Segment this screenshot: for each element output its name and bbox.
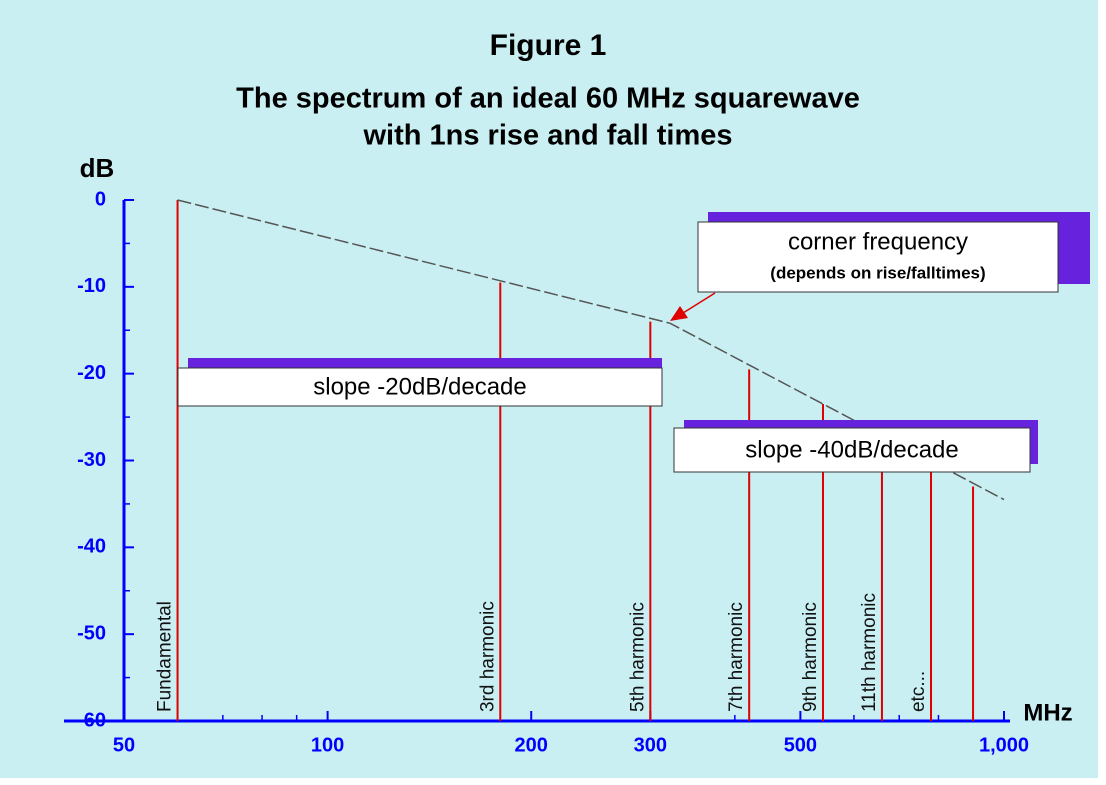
annotation-box <box>673 427 1031 473</box>
arrow-head <box>670 306 688 321</box>
x-tick-label: 200 <box>515 734 548 756</box>
annotation: slope -40dB/decade <box>745 436 959 463</box>
harmonic-label: 3rd harmonic <box>477 601 498 712</box>
plot: 0 -10 -20 -30 -40 -50 -60 50 100 200 300 500 1,000 Fu… <box>64 188 1029 756</box>
harmonic-label: 7th harmonic <box>726 602 747 712</box>
x-tick-label: 100 <box>311 734 344 756</box>
x-tick-label: 500 <box>784 734 817 756</box>
y-tick-label: -30 <box>77 449 106 471</box>
annotation-box <box>697 221 1059 293</box>
harmonic-label: etc... <box>908 671 929 712</box>
x-tick-label: 300 <box>634 734 667 756</box>
annotation: corner frequency <box>788 228 968 255</box>
y-tick-label: 0 <box>95 188 106 210</box>
annotation-note: (depends on rise/falltimes) <box>770 263 985 282</box>
y-tick-label: -50 <box>77 622 106 644</box>
y-tick-label: -40 <box>77 536 106 558</box>
chart-title: Figure 1 <box>490 29 607 62</box>
harmonic-label: Fundamental <box>155 601 176 712</box>
chart-subtitle: with 1ns rise and fall times <box>362 120 732 152</box>
harmonic-label: 5th harmonic <box>627 602 648 712</box>
annotation-box <box>177 367 663 407</box>
y-tick-label: -60 <box>77 709 106 731</box>
y-tick-label: -10 <box>77 275 106 297</box>
annotation: slope -20dB/decade <box>313 373 527 400</box>
annotations: corner frequency (depends on rise/fallti… <box>177 212 1090 473</box>
harmonic-label: 9th harmonic <box>800 602 821 712</box>
chart-subtitle: The spectrum of an ideal 60 MHz squarewa… <box>236 83 860 115</box>
y-tick-label: -20 <box>77 362 106 384</box>
x-tick-label: 50 <box>113 734 135 756</box>
arrow <box>682 292 716 314</box>
x-axis-label: MHz <box>1023 699 1072 726</box>
x-tick-label: 1,000 <box>979 734 1029 756</box>
y-axis-label: dB <box>80 153 115 183</box>
harmonic-label: 11th harmonic <box>859 593 880 712</box>
